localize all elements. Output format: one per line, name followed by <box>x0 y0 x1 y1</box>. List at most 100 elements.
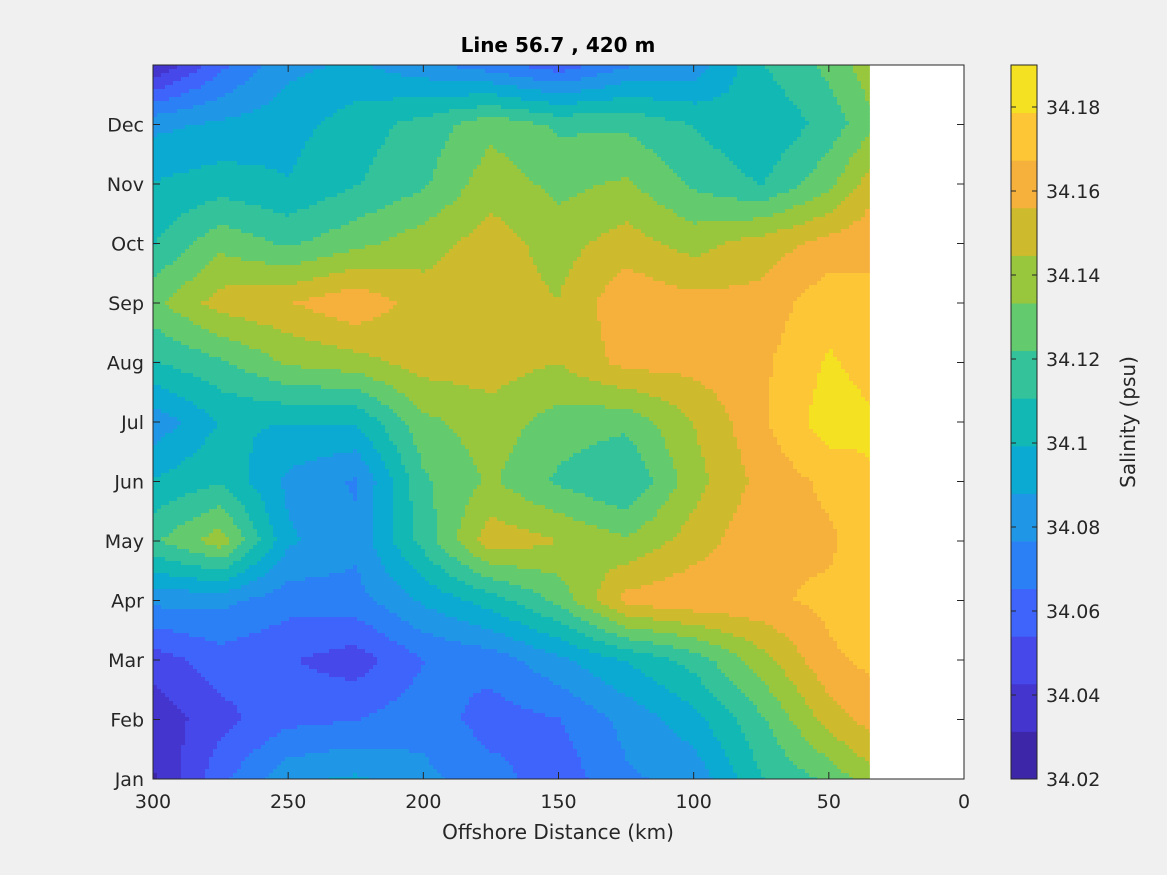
salinity-cell <box>289 157 294 162</box>
salinity-cell <box>421 85 426 90</box>
salinity-cell <box>545 65 550 70</box>
salinity-cell <box>753 157 758 162</box>
salinity-cell <box>861 93 866 98</box>
salinity-cell <box>649 97 654 102</box>
salinity-cell <box>621 73 626 78</box>
salinity-cell <box>333 85 338 90</box>
salinity-cell <box>769 125 774 130</box>
salinity-cell <box>241 165 246 170</box>
salinity-cell <box>257 165 262 170</box>
salinity-cell <box>417 73 422 78</box>
salinity-cell <box>829 125 834 130</box>
salinity-cell <box>257 145 262 150</box>
salinity-cell <box>277 125 282 130</box>
salinity-cell <box>757 93 762 98</box>
salinity-cell <box>785 69 790 74</box>
salinity-cell <box>489 65 494 70</box>
salinity-cell <box>585 145 590 150</box>
salinity-cell <box>469 97 474 102</box>
salinity-cell <box>245 85 250 90</box>
salinity-cell <box>497 81 502 86</box>
salinity-cell <box>493 69 498 74</box>
salinity-cell <box>469 173 474 178</box>
salinity-cell <box>373 133 378 138</box>
salinity-cell <box>521 129 526 134</box>
salinity-cell <box>869 85 870 90</box>
salinity-cell <box>781 97 786 102</box>
salinity-cell <box>713 101 718 106</box>
salinity-cell <box>565 117 570 122</box>
salinity-cell <box>209 69 214 74</box>
salinity-cell <box>569 173 574 178</box>
salinity-cell <box>373 69 378 74</box>
salinity-cell <box>829 169 834 174</box>
salinity-cell <box>749 89 754 94</box>
salinity-cell <box>793 105 798 110</box>
salinity-cell <box>337 89 342 94</box>
salinity-cell <box>445 105 450 110</box>
salinity-cell <box>641 125 646 130</box>
salinity-cell <box>369 117 374 122</box>
salinity-cell <box>817 165 822 170</box>
salinity-cell <box>641 69 646 74</box>
salinity-cell <box>769 77 774 82</box>
salinity-cell <box>545 161 550 166</box>
salinity-cell <box>457 137 462 142</box>
salinity-cell <box>721 169 726 174</box>
salinity-cell <box>553 77 558 82</box>
salinity-cell <box>197 133 202 138</box>
salinity-cell <box>593 165 598 170</box>
salinity-cell <box>717 109 722 114</box>
salinity-cell <box>393 137 398 142</box>
salinity-cell <box>805 117 810 122</box>
salinity-cell <box>725 125 730 130</box>
salinity-cell <box>765 105 770 110</box>
salinity-cell <box>701 69 706 74</box>
salinity-cell <box>357 137 362 142</box>
salinity-cell <box>225 73 230 78</box>
salinity-cell <box>841 129 846 134</box>
salinity-cell <box>361 105 366 110</box>
salinity-cell <box>781 157 786 162</box>
salinity-cell <box>397 93 402 98</box>
salinity-cell <box>797 161 802 166</box>
salinity-cell <box>441 77 446 82</box>
salinity-cell <box>609 73 614 78</box>
salinity-cell <box>401 77 406 82</box>
salinity-cell <box>733 149 738 154</box>
salinity-cell <box>449 137 454 142</box>
salinity-cell <box>629 157 634 162</box>
salinity-cell <box>269 125 274 130</box>
salinity-cell <box>853 121 858 126</box>
salinity-cell <box>385 137 390 142</box>
salinity-cell <box>489 165 494 170</box>
salinity-cell <box>801 125 806 130</box>
salinity-cell <box>245 141 250 146</box>
salinity-cell <box>589 157 594 162</box>
salinity-cell <box>373 97 378 102</box>
salinity-cell <box>821 77 826 82</box>
salinity-cell <box>737 65 742 70</box>
salinity-cell <box>633 121 638 126</box>
salinity-cell <box>829 85 834 90</box>
salinity-cell <box>569 121 574 126</box>
salinity-cell <box>649 141 654 146</box>
salinity-cell <box>361 173 366 178</box>
salinity-cell <box>229 165 234 170</box>
salinity-cell <box>737 93 742 98</box>
salinity-cell <box>773 81 778 86</box>
salinity-cell <box>169 93 174 98</box>
salinity-cell <box>401 149 406 154</box>
salinity-cell <box>669 153 674 158</box>
salinity-cell <box>525 157 530 162</box>
salinity-cell <box>785 129 790 134</box>
salinity-cell <box>749 113 754 118</box>
salinity-cell <box>577 105 582 110</box>
salinity-cell <box>401 113 406 118</box>
salinity-cell <box>829 77 834 82</box>
salinity-cell <box>773 65 778 70</box>
salinity-cell <box>261 165 266 170</box>
salinity-cell <box>773 165 778 170</box>
salinity-cell <box>561 133 566 138</box>
salinity-cell <box>201 161 206 166</box>
